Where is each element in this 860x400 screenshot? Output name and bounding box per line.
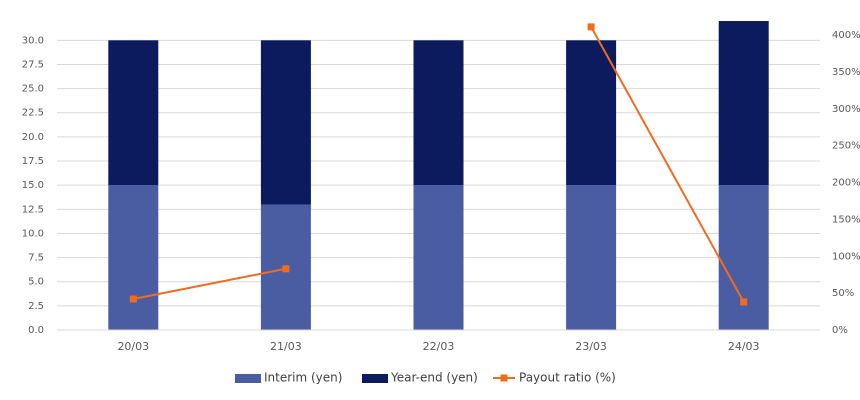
legend-label: Payout ratio (%) [519,371,616,385]
y-tick-label: 5.0 [28,277,44,288]
legend-swatch [500,374,508,382]
x-tick-label: 22/03 [423,340,455,353]
y-tick-label: 30.0 [22,35,44,46]
line-marker [587,23,595,31]
line-marker [740,298,748,306]
line-marker [129,295,137,303]
y-tick-label: 22.5 [22,108,44,119]
y-tick-label: 25.0 [22,84,44,95]
y-tick-label: 20.0 [22,132,44,143]
y-tick-label: 7.5 [28,253,44,264]
legend-label: Year-end (yen) [390,371,478,385]
bar-segment [718,21,769,186]
y-tick-label: 27.5 [22,59,44,70]
y2-tick-label: 50% [832,288,854,299]
line [133,26,745,303]
legend-label: Interim (yen) [264,371,342,385]
y-tick-label: 10.0 [22,228,44,239]
bar-segment [566,40,617,186]
y2-tick-label: 350% [832,67,860,78]
y2-tick-label: 300% [832,104,860,115]
bar-segment [566,185,617,330]
y-tick-label: 12.5 [22,204,44,215]
y2-tick-label: 100% [832,251,860,262]
y-tick-label: 0.0 [28,325,44,336]
x-tick-label: 24/03 [728,340,760,353]
bar-segment [413,40,464,186]
bar-segment [260,40,311,205]
y2-tick-label: 400% [832,30,860,41]
y2-tick-label: 250% [832,141,860,152]
bar-segment [108,185,159,330]
line-marker [282,265,290,273]
x-tick-label: 21/03 [270,340,302,353]
y2-tick-label: 200% [832,178,860,189]
bar-segment [108,40,159,186]
bar-segment [413,185,464,330]
y2-tick-label: 150% [832,214,860,225]
y2-tick-label: 0% [832,325,848,336]
y-tick-label: 2.5 [28,301,44,312]
y-tick-label: 15.0 [22,180,44,191]
y-tick-label: 17.5 [22,156,44,167]
legend-swatch [362,374,388,383]
x-tick-label: 23/03 [575,340,607,353]
legend-swatch [235,374,261,383]
x-tick-label: 20/03 [117,340,149,353]
bar-segment [718,185,769,330]
